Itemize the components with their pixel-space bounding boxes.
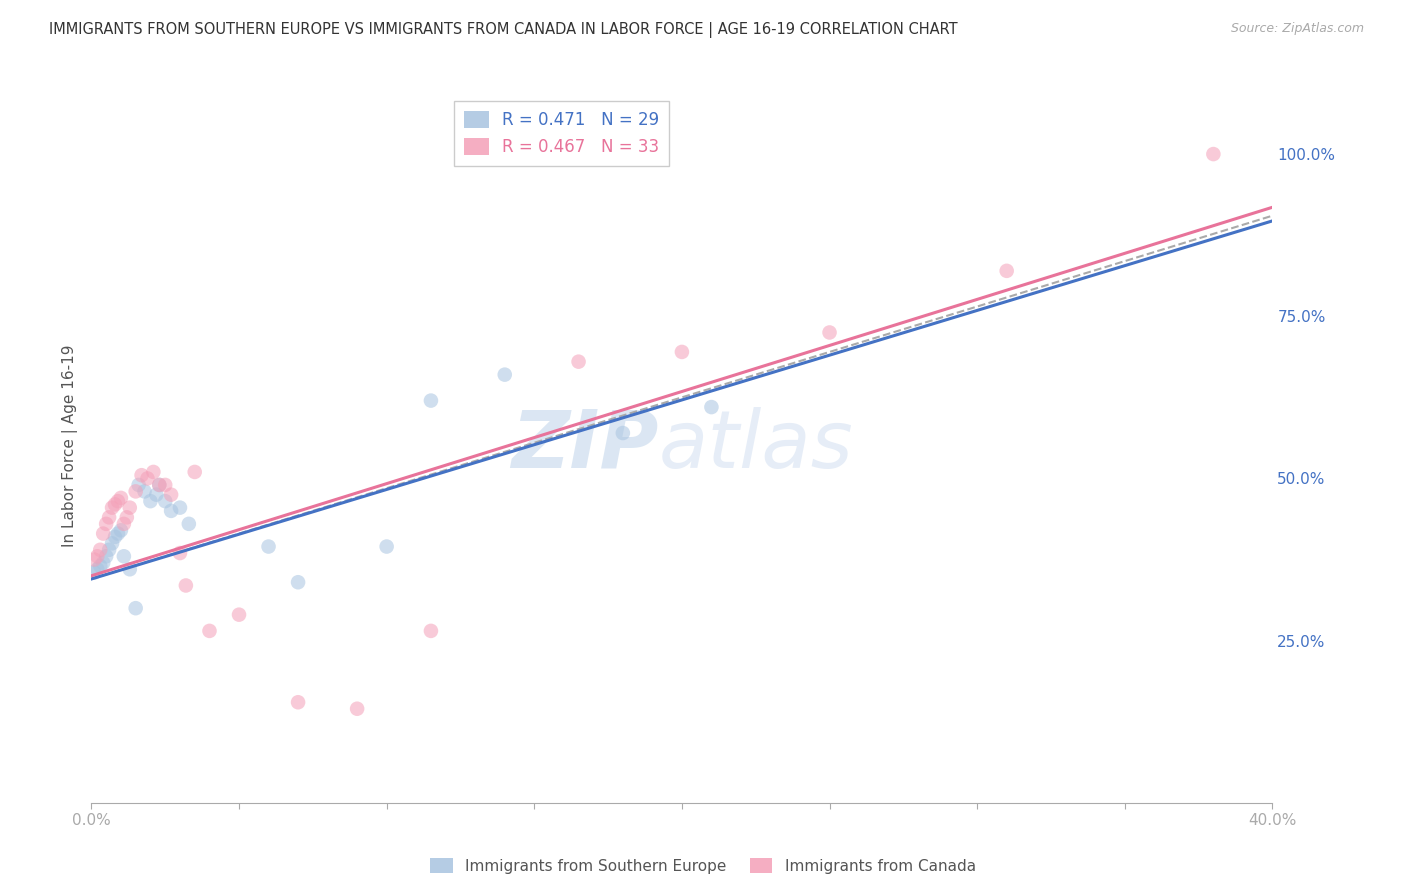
Point	[148, 478, 170, 492]
Point	[115, 510, 138, 524]
Point	[89, 542, 111, 557]
Legend: R = 0.471   N = 29, R = 0.467   N = 33: R = 0.471 N = 29, R = 0.467 N = 33	[454, 101, 669, 166]
Point	[96, 549, 118, 564]
Point	[104, 497, 127, 511]
Point	[112, 516, 135, 531]
Point	[375, 540, 398, 554]
Point	[118, 562, 141, 576]
Point	[86, 549, 108, 564]
Point	[131, 468, 153, 483]
Point	[1202, 147, 1225, 161]
Point	[160, 504, 183, 518]
Point	[169, 500, 191, 515]
Point	[83, 552, 105, 566]
Point	[198, 624, 221, 638]
Point	[124, 601, 148, 615]
Point	[98, 510, 121, 524]
Point	[257, 540, 280, 554]
Point	[91, 556, 114, 570]
Point	[818, 326, 841, 340]
Point	[112, 549, 135, 564]
Point	[419, 393, 441, 408]
Y-axis label: In Labor Force | Age 16-19: In Labor Force | Age 16-19	[62, 344, 77, 548]
Point	[110, 491, 132, 505]
Point	[136, 471, 159, 485]
Point	[139, 494, 162, 508]
Point	[118, 500, 141, 515]
Point	[568, 354, 591, 368]
Point	[671, 345, 693, 359]
Point	[287, 695, 309, 709]
Point	[612, 425, 634, 440]
Point	[183, 465, 207, 479]
Point	[86, 562, 108, 576]
Point	[107, 526, 129, 541]
Point	[174, 578, 197, 592]
Point	[346, 702, 368, 716]
Point	[128, 478, 150, 492]
Point	[494, 368, 516, 382]
Point	[89, 559, 111, 574]
Point	[153, 494, 177, 508]
Point	[419, 624, 441, 638]
Point	[153, 478, 177, 492]
Legend: Immigrants from Southern Europe, Immigrants from Canada: Immigrants from Southern Europe, Immigra…	[425, 852, 981, 880]
Point	[104, 530, 127, 544]
Point	[142, 465, 165, 479]
Point	[83, 566, 105, 580]
Text: ZIP: ZIP	[510, 407, 658, 485]
Point	[134, 484, 156, 499]
Point	[107, 494, 129, 508]
Point	[101, 536, 124, 550]
Point	[124, 484, 148, 499]
Point	[700, 400, 723, 414]
Text: Source: ZipAtlas.com: Source: ZipAtlas.com	[1230, 22, 1364, 36]
Point	[228, 607, 250, 622]
Point	[96, 516, 118, 531]
Point	[98, 542, 121, 557]
Point	[101, 500, 124, 515]
Point	[91, 526, 114, 541]
Point	[148, 478, 170, 492]
Text: IMMIGRANTS FROM SOUTHERN EUROPE VS IMMIGRANTS FROM CANADA IN LABOR FORCE | AGE 1: IMMIGRANTS FROM SOUTHERN EUROPE VS IMMIG…	[49, 22, 957, 38]
Point	[169, 546, 191, 560]
Point	[177, 516, 200, 531]
Point	[110, 524, 132, 538]
Point	[145, 488, 167, 502]
Point	[995, 264, 1018, 278]
Text: atlas: atlas	[658, 407, 853, 485]
Point	[287, 575, 309, 590]
Point	[160, 488, 183, 502]
